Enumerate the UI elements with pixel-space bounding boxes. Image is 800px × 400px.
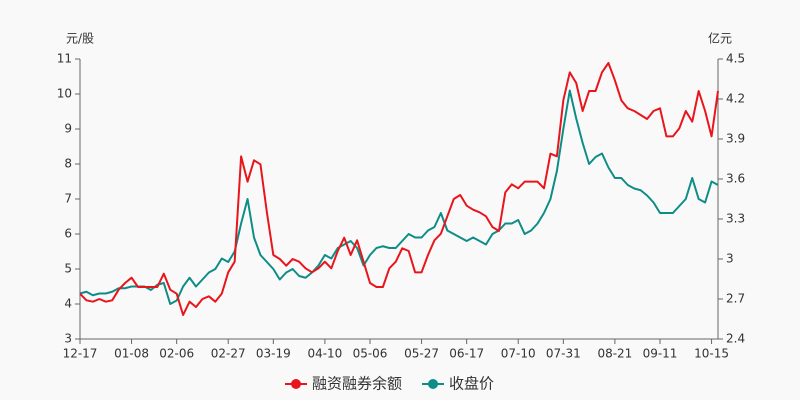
x-tick-label: 12-17 [63, 347, 98, 361]
y-tick-label: 10 [57, 87, 72, 101]
y2-tick-label: 3.3 [726, 212, 745, 226]
y2-axis-unit: 亿元 [708, 31, 732, 46]
y-tick-label: 8 [64, 157, 72, 171]
y2-tick-label: 3.9 [726, 132, 745, 146]
legend-label: 融资融券余额 [312, 375, 402, 393]
y2-tick-label: 4.5 [726, 52, 745, 66]
x-tick-label: 02-27 [211, 347, 246, 361]
legend: 融资融券余额 收盘价 [285, 375, 494, 393]
x-tick-label: 05-06 [353, 347, 388, 361]
x-tick-label: 06-17 [449, 347, 484, 361]
y2-tick-label: 2.4 [726, 332, 745, 346]
y-tick-label: 4 [64, 297, 72, 311]
x-tick-label: 10-15 [694, 347, 729, 361]
y2-tick-label: 2.7 [726, 292, 745, 306]
x-tick-label: 07-10 [501, 347, 536, 361]
x-tick-label: 03-19 [256, 347, 291, 361]
y-axis-unit: 元/股 [66, 32, 94, 46]
y-tick-label: 9 [64, 122, 72, 136]
y-tick-label: 5 [64, 262, 72, 276]
y-tick-label: 6 [64, 227, 72, 241]
x-tick-label: 08-21 [597, 347, 632, 361]
x-tick-label: 02-06 [159, 347, 194, 361]
series-line [79, 89, 719, 305]
series-line [79, 62, 719, 316]
x-tick-label: 05-27 [404, 347, 439, 361]
y2-tick-label: 4.2 [726, 92, 745, 106]
x-tick-label: 07-31 [546, 347, 581, 361]
x-tick-label: 01-08 [114, 347, 149, 361]
x-tick-label: 09-11 [643, 347, 678, 361]
y-tick-label: 11 [57, 52, 72, 66]
y2-tick-label: 3.6 [726, 172, 745, 186]
y-tick-label: 3 [64, 332, 72, 346]
legend-label: 收盘价 [449, 375, 494, 393]
legend-marker [428, 379, 439, 389]
x-tick-label: 04-10 [307, 347, 342, 361]
y2-tick-label: 3 [726, 252, 734, 266]
y-tick-label: 7 [64, 192, 72, 206]
legend-marker [291, 379, 301, 389]
